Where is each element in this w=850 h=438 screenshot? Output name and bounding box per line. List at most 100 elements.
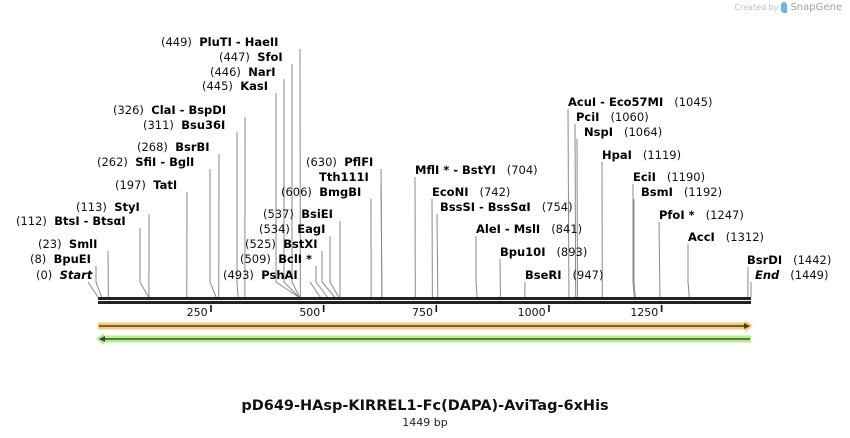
site-position: (1060) — [610, 110, 649, 124]
site-label-nspi[interactable]: NspI (1064) — [584, 125, 662, 139]
site-label-nari[interactable]: (446) NarI — [210, 65, 276, 79]
site-label-ecii[interactable]: EciI (1190) — [633, 170, 705, 184]
site-name: EciI — [633, 170, 656, 184]
site-connector-line — [574, 123, 577, 298]
site-name: SfoI — [257, 50, 283, 64]
site-position: (1045) — [674, 95, 713, 109]
backbone-bottom-strand — [98, 301, 751, 304]
site-label-hpai[interactable]: HpaI (1119) — [602, 148, 681, 162]
site-name: BtsI - BtsαI — [54, 214, 126, 228]
site-label-bsssi-bsss-i[interactable]: BssSI - BssSαI (754) — [440, 200, 573, 214]
site-name: BclI * — [278, 252, 313, 266]
site-label-btsi-bts-i[interactable]: (112) BtsI - BtsαI — [16, 214, 126, 228]
site-position: (1247) — [705, 208, 744, 222]
site-label-bpu10i[interactable]: Bpu10I (893) — [500, 245, 587, 259]
site-name: Start — [59, 268, 93, 282]
site-label-pshai[interactable]: (493) PshAI — [223, 268, 298, 282]
site-label-eagi[interactable]: (534) EagI — [259, 222, 325, 236]
site-label-alei-msli[interactable]: AleI - MslI (841) — [476, 222, 582, 236]
credit-prefix: Created by — [734, 3, 779, 12]
site-position: (23) — [38, 237, 62, 251]
site-connector-line — [687, 244, 690, 298]
site-label-pluti-haeii[interactable]: (449) PluTI - HaeII — [161, 35, 278, 49]
site-position: (534) — [259, 222, 290, 236]
site-label-sfii-bgli[interactable]: (262) SfiI - BglI — [97, 155, 194, 169]
site-label-acci[interactable]: AccI (1312) — [688, 230, 764, 244]
site-connector-line — [567, 108, 570, 298]
site-position: (525) — [245, 237, 276, 251]
site-position: (1449) — [790, 268, 829, 282]
site-label-bsrbi[interactable]: (268) BsrBI — [137, 140, 210, 154]
site-position: (449) — [161, 35, 192, 49]
site-connector-line — [315, 266, 328, 298]
site-connector-line — [283, 79, 300, 298]
site-name: SmlI — [68, 237, 98, 251]
site-label-tati[interactable]: (197) TatI — [115, 178, 177, 192]
site-position: (446) — [210, 65, 241, 79]
ruler-tick-label: 1250 — [630, 306, 658, 319]
site-label-start[interactable]: (0) Start — [36, 268, 92, 282]
site-label-clai-bspdi[interactable]: (326) ClaI - BspDI — [113, 103, 226, 117]
site-name: BssSI - BssSαI — [440, 200, 531, 214]
site-name: BseRI — [525, 268, 562, 282]
site-label-end[interactable]: End (1449) — [755, 268, 829, 282]
ruler-tick — [435, 305, 438, 312]
site-name: Tth111I — [319, 170, 369, 184]
site-label-bsrdi[interactable]: BsrDI (1442) — [747, 253, 831, 267]
site-label-smli[interactable]: (23) SmlI — [38, 237, 97, 251]
site-name: PshAI — [261, 268, 298, 282]
site-connector-line — [632, 184, 635, 298]
site-name: MflI * - BstYI — [415, 163, 496, 177]
features — [96, 320, 753, 345]
site-position: (8) — [30, 252, 47, 266]
credit-brand: SnapGene — [790, 2, 842, 13]
site-label-bmgbi[interactable]: (606) BmgBI — [281, 185, 361, 199]
site-label-styi[interactable]: (113) StyI — [76, 200, 140, 214]
site-name: BsrDI — [747, 253, 783, 267]
site-name: BsrBI — [175, 140, 210, 154]
site-label-bstxi[interactable]: (525) BstXI — [245, 237, 318, 251]
site-label-tth111i[interactable]: Tth111I — [319, 170, 369, 184]
ruler-tick — [322, 305, 325, 312]
site-label-acui-eco57mi[interactable]: AcuI - Eco57MI (1045) — [568, 95, 712, 109]
site-label-pfoi[interactable]: PfoI * (1247) — [659, 208, 744, 222]
site-position: (754) — [541, 200, 573, 214]
site-label-bsiei[interactable]: (537) BsiEI — [263, 207, 333, 221]
site-label-bseri[interactable]: BseRI (947) — [525, 268, 603, 282]
site-position: (1190) — [666, 170, 706, 184]
site-label-mfli-bstyi[interactable]: MflI * - BstYI (704) — [415, 163, 538, 177]
site-position: (742) — [479, 185, 511, 199]
site-position: (704) — [506, 163, 538, 177]
site-name: Bsu36I — [181, 118, 226, 132]
site-name: AcuI - Eco57MI — [568, 95, 664, 109]
site-name: BsiEI — [301, 207, 333, 221]
site-name: HpaI — [602, 148, 632, 162]
site-name: EagI — [297, 222, 326, 236]
site-connector-line — [275, 93, 299, 298]
site-name: ClaI - BspDI — [151, 103, 227, 117]
site-connector-line — [436, 213, 439, 298]
site-label-bcli[interactable]: (509) BclI * — [240, 252, 312, 266]
site-name: AleI - MslI — [476, 222, 541, 236]
site-name: PluTI - HaeII — [199, 35, 279, 49]
site-connector-line — [139, 228, 149, 298]
site-label-bsu36i[interactable]: (311) Bsu36I — [143, 118, 225, 132]
site-position: (326) — [113, 103, 144, 117]
site-label-bsmi[interactable]: BsmI (1192) — [641, 185, 722, 199]
site-label-bpuei[interactable]: (8) BpuEI — [30, 252, 91, 266]
site-name: PflFI — [344, 155, 374, 169]
site-label-kasi[interactable]: (445) KasI — [202, 79, 268, 93]
site-label-sfoi[interactable]: (447) SfoI — [219, 50, 283, 64]
site-label-pflfi[interactable]: (630) PflFI — [306, 155, 373, 169]
site-position: (262) — [97, 155, 128, 169]
site-name: Bpu10I — [500, 245, 546, 259]
ruler-tick-label: 1000 — [518, 306, 546, 319]
site-label-pcii[interactable]: PciI (1060) — [576, 110, 649, 124]
site-connectors — [87, 48, 752, 298]
site-label-econi[interactable]: EcoNI (742) — [432, 185, 510, 199]
ruler-tick-label: 500 — [299, 306, 320, 319]
site-connector-line — [291, 64, 300, 298]
construct-length: 1449 bp — [402, 416, 448, 429]
construct-title: pD649-HAsp-KIRREL1-Fc(DAPA)-AviTag-6xHis — [241, 398, 609, 414]
